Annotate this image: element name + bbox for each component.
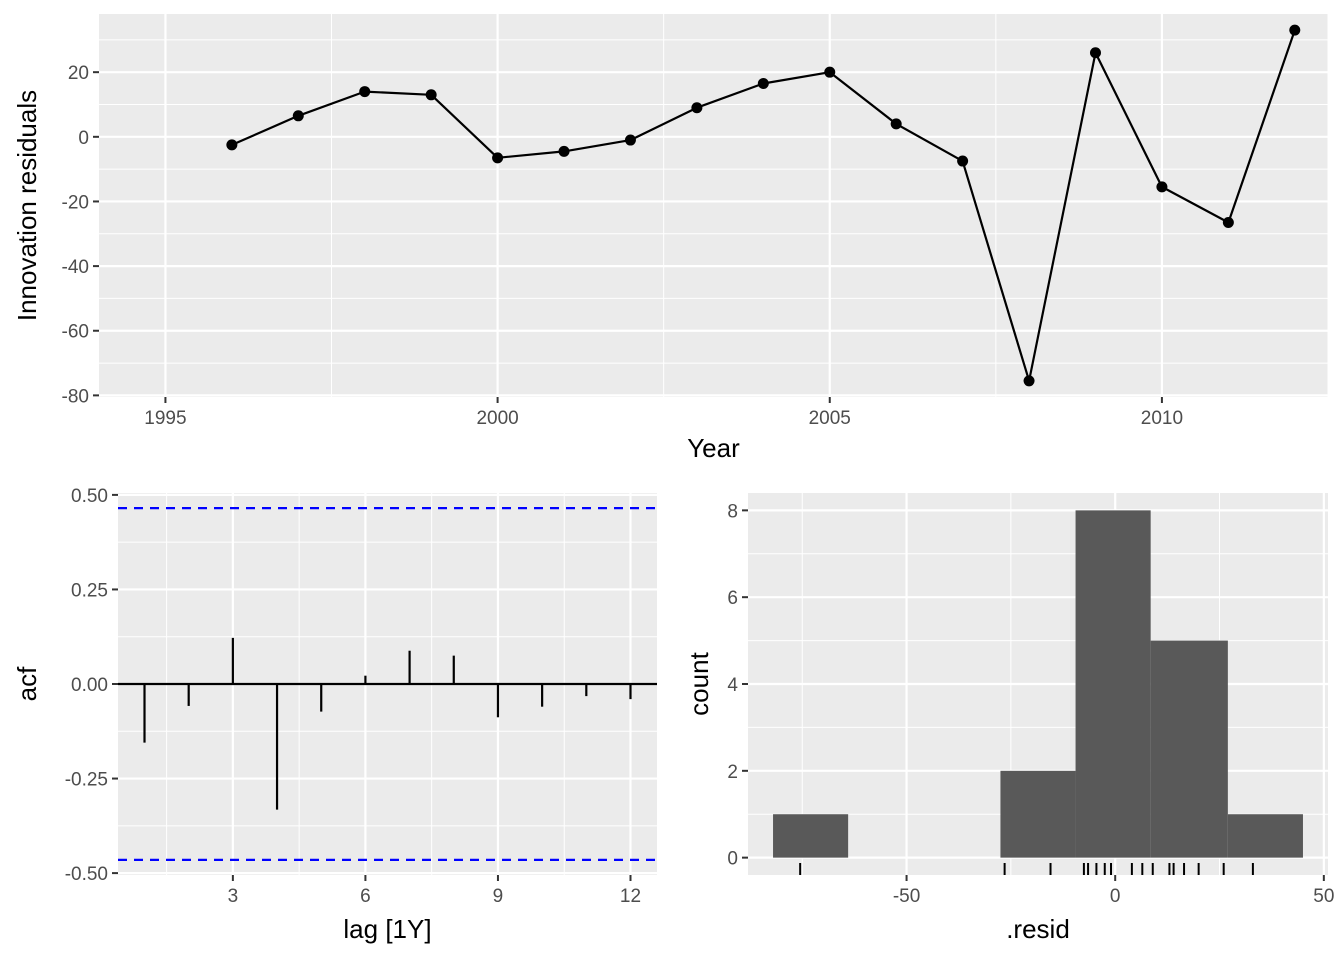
- x-tick-label: 9: [493, 886, 504, 907]
- residual-point: [1289, 24, 1301, 36]
- y-tick-label: -80: [62, 386, 89, 407]
- y-tick-label: -20: [62, 192, 89, 213]
- residual-point: [1222, 216, 1234, 228]
- x-tick-label: 6: [360, 886, 371, 907]
- x-tick-label: 2005: [809, 408, 851, 429]
- residual-point: [425, 89, 437, 101]
- y-tick-label: 4: [727, 675, 738, 696]
- residual-point: [757, 77, 769, 89]
- x-axis-title: Year: [687, 433, 740, 463]
- residual-point: [226, 139, 238, 151]
- y-tick-label: -60: [62, 322, 89, 343]
- y-tick-label: -0.25: [65, 770, 108, 791]
- residual-point: [890, 118, 902, 130]
- x-tick-label: 1995: [144, 408, 186, 429]
- y-tick-label: 2: [727, 762, 738, 783]
- residual-point: [492, 152, 504, 164]
- residual-point: [558, 145, 570, 157]
- plot-panel-background: [99, 14, 1328, 397]
- y-tick-label: -0.50: [65, 864, 108, 885]
- residual-point: [292, 110, 304, 122]
- residual-point: [1089, 47, 1101, 59]
- y-tick-label: 0.00: [71, 675, 108, 696]
- histogram-bar: [1000, 770, 1076, 858]
- histogram-bar: [1075, 510, 1151, 858]
- residual-point: [691, 102, 703, 114]
- y-axis-title: Innovation residuals: [12, 90, 42, 321]
- residual-point: [1023, 375, 1035, 387]
- x-axis-title: .resid: [1006, 914, 1070, 944]
- residual-point: [359, 86, 371, 98]
- y-tick-label: 20: [68, 63, 89, 84]
- residual-point: [1156, 181, 1168, 193]
- y-tick-label: -40: [62, 257, 89, 278]
- residual-point: [624, 134, 636, 146]
- acf-plot: 3 6 9 12 -0.50 -0.25 0.00 0.25 0.50 lag [1Y] acf: [12, 486, 657, 944]
- residuals-time-plot: 1995 2000 2005 2010 -80 -60 -40 -20 0 20 Year Innov…: [12, 14, 1329, 463]
- residual-point: [957, 155, 969, 167]
- residual-histogram: -50 0 50 0 2 4 6 8 .resid count: [684, 493, 1334, 944]
- histogram-bar: [1150, 640, 1228, 858]
- x-tick-label: 2010: [1141, 408, 1183, 429]
- y-tick-label: 6: [727, 588, 738, 609]
- x-tick-label: 3: [228, 886, 239, 907]
- y-axis-title: count: [684, 651, 714, 715]
- y-tick-label: 0.50: [71, 486, 108, 507]
- residual-point: [824, 66, 836, 78]
- y-tick-label: 0: [727, 849, 738, 870]
- x-axis-title: lag [1Y]: [343, 914, 431, 944]
- y-tick-label: 0.25: [71, 580, 108, 601]
- x-tick-label: 0: [1110, 886, 1121, 907]
- histogram-bar: [773, 814, 849, 858]
- y-tick-label: 0: [78, 128, 89, 149]
- x-tick-label: 12: [620, 886, 641, 907]
- histogram-bar: [1227, 814, 1303, 858]
- x-tick-label: -50: [893, 886, 920, 907]
- x-tick-label: 50: [1313, 886, 1334, 907]
- y-tick-label: 8: [727, 501, 738, 522]
- y-axis-title: acf: [12, 666, 42, 701]
- x-tick-label: 2000: [476, 408, 518, 429]
